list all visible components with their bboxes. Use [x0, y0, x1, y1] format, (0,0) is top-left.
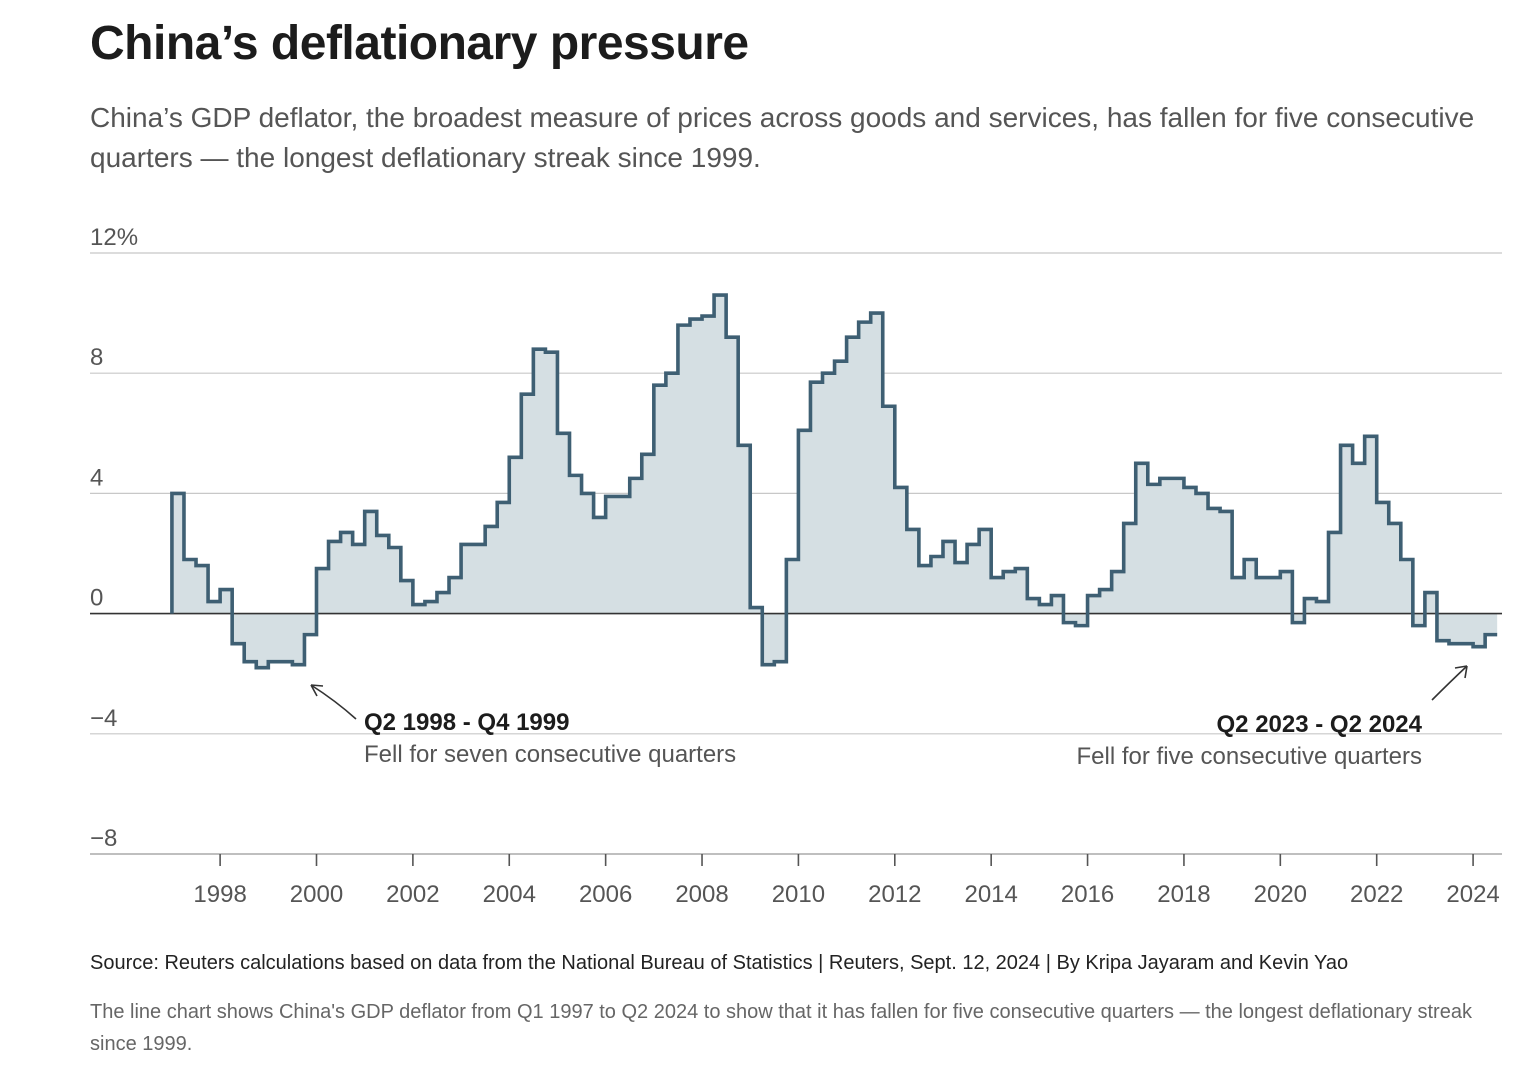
annotation-arrow-2023 — [1431, 665, 1468, 701]
x-tick-label: 2016 — [1061, 881, 1114, 908]
x-axis: 1998 2000 2002 2004 2006 2008 2010 2012 2014 2016… — [90, 853, 1502, 908]
deflator-area — [171, 295, 1498, 668]
y-tick-label: 0 — [90, 585, 103, 612]
x-tick-label: 2022 — [1350, 881, 1403, 908]
chart-title: China’s deflationary pressure — [90, 17, 749, 70]
deflator-series — [170, 293, 1498, 670]
grid-lines — [90, 252, 1502, 735]
chart-subtitle: China’s GDP deflator, the broadest measu… — [90, 102, 1475, 173]
x-tick-label: 2020 — [1254, 881, 1307, 908]
y-axis-labels: 12% 8 4 0 −4 −8 — [90, 224, 138, 852]
annotation-text-2023: Fell for five consecutive quarters — [1077, 743, 1422, 770]
annotation-arrowhead-1998 — [310, 684, 324, 697]
x-tick-label: 2010 — [772, 881, 825, 908]
x-tick-label: 2008 — [675, 881, 728, 908]
x-tick-label: 2012 — [868, 881, 921, 908]
x-tick-label: 2018 — [1157, 881, 1210, 908]
annotation-1998-1999: Q2 1998 - Q4 1999 Fell for seven consecu… — [310, 684, 736, 768]
annotation-title-2023: Q2 2023 - Q2 2024 — [1217, 711, 1423, 738]
y-tick-label: −4 — [90, 705, 117, 732]
x-tick-label: 2004 — [483, 881, 536, 908]
y-tick-label: −8 — [90, 825, 117, 852]
x-tick-label: 1998 — [193, 881, 246, 908]
y-tick-label: 4 — [90, 464, 103, 491]
annotations: Q2 1998 - Q4 1999 Fell for seven consecu… — [310, 665, 1468, 770]
x-tick-label: 2000 — [290, 881, 343, 908]
x-tick-label: 2002 — [386, 881, 439, 908]
chart-description: The line chart shows China's GDP deflato… — [90, 1001, 1472, 1055]
annotation-arrow-1998 — [310, 684, 357, 720]
deflator-line — [170, 293, 1498, 670]
x-tick-label: 2006 — [579, 881, 632, 908]
annotation-2023-2024: Q2 2023 - Q2 2024 Fell for five consecut… — [1077, 665, 1468, 770]
x-tick-label: 2014 — [964, 881, 1017, 908]
y-tick-label: 8 — [90, 344, 103, 371]
annotation-text-1998: Fell for seven consecutive quarters — [364, 741, 736, 768]
annotation-arrowhead-2023 — [1454, 665, 1468, 679]
source-credit: Source: Reuters calculations based on da… — [90, 952, 1349, 974]
gdp-deflator-chart: 12% 8 4 0 −4 −8 1998 2000 2002 2004 2006 2008 2010 2… — [90, 224, 1502, 908]
y-tick-label: 12% — [90, 224, 138, 251]
x-tick-label: 2024 — [1446, 881, 1499, 908]
area-fill — [171, 295, 1498, 668]
annotation-title-1998: Q2 1998 - Q4 1999 — [364, 709, 569, 736]
